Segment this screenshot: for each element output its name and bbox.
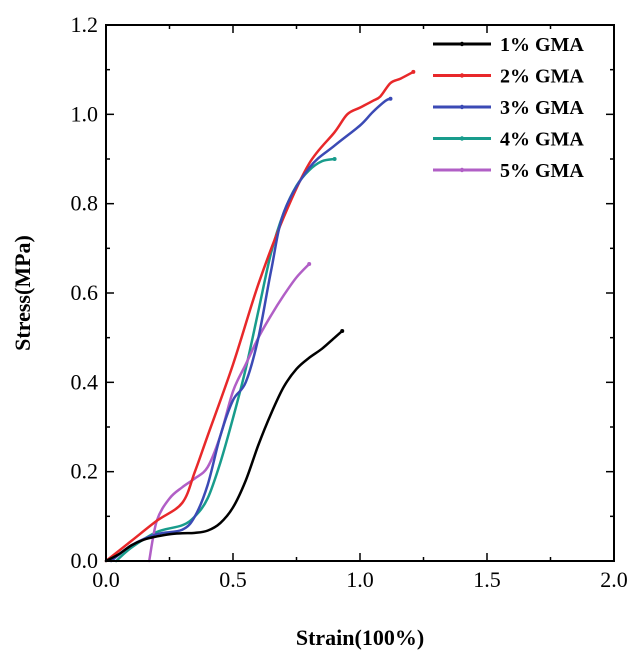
y-tick-label: 0.6 <box>71 280 99 305</box>
legend-marker <box>459 167 465 173</box>
y-tick-label: 0.8 <box>71 191 99 216</box>
legend-item: 5% GMA <box>433 160 584 182</box>
x-axis-title: Strain(100%) <box>296 625 424 650</box>
y-tick-label: 0.4 <box>71 369 99 394</box>
series-end-point <box>332 157 337 161</box>
y-tick-label: 1.2 <box>71 12 99 37</box>
legend-item: 2% GMA <box>433 66 584 88</box>
series-end-point <box>411 69 416 74</box>
y-tick-label: 0.0 <box>71 548 99 573</box>
plot-frame <box>105 24 615 562</box>
series-line-4-gma <box>114 157 336 563</box>
series-line-3-gma <box>109 97 392 563</box>
series-end-point <box>340 328 345 333</box>
x-tick-label: 2.0 <box>600 567 628 592</box>
y-tick-label: 1.0 <box>71 101 99 126</box>
x-tick-label: 1.0 <box>346 567 374 592</box>
legend-marker <box>459 104 465 110</box>
legend-marker <box>459 73 465 78</box>
tick-labels: 0.0 0.5 1.0 1.5 2.0 0.0 0.2 0.4 0.6 0.8 1.0 1.2 <box>71 12 628 592</box>
x-tick-label: 0.0 <box>92 567 120 592</box>
legend-label: 3% GMA <box>500 97 584 119</box>
legend-item: 3% GMA <box>433 97 584 119</box>
legend-label: 4% GMA <box>500 129 584 151</box>
series-line-2-gma <box>104 70 415 563</box>
y-tick-label: 0.2 <box>71 459 99 484</box>
series-end-point <box>307 261 312 266</box>
series-line-1-gma <box>104 329 344 563</box>
series-end-point <box>388 96 393 101</box>
series-layer <box>104 69 416 563</box>
legend-item: 4% GMA <box>433 129 584 151</box>
legend: 1% GMA 2% GMA 3% GMA 4% GMA 5% GMA <box>433 34 584 182</box>
y-axis-title: Stress(MPa) <box>10 235 35 351</box>
legend-label: 1% GMA <box>500 34 584 56</box>
legend-item: 1% GMA <box>433 34 584 56</box>
legend-marker <box>459 41 465 47</box>
legend-label: 2% GMA <box>500 66 584 88</box>
legend-marker <box>459 136 465 141</box>
legend-label: 5% GMA <box>500 160 584 182</box>
x-tick-label: 0.5 <box>219 567 247 592</box>
x-tick-label: 1.5 <box>473 567 501 592</box>
